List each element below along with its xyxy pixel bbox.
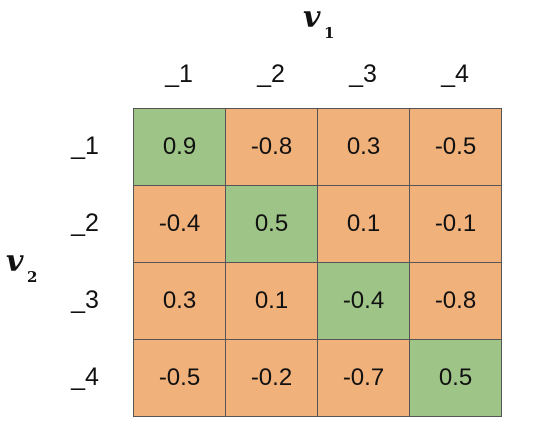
cell: 0.1 [225,262,318,340]
column-header: _1 [165,60,193,88]
row-symbol: v [6,244,24,279]
cell: -0.5 [133,339,226,417]
cell: 0.5 [409,339,502,417]
cell: -0.2 [225,339,318,417]
row-header: _4 [71,363,99,391]
column-header: _2 [257,60,285,88]
cell: -0.8 [225,108,318,186]
row-header: _3 [71,286,99,314]
row-header: _2 [71,209,99,237]
cell: 0.9 [133,108,226,186]
cell: 0.3 [317,108,410,186]
cell: 0.5 [225,185,318,263]
cell: 0.3 [133,262,226,340]
column-subscript: 1 [324,24,335,42]
cell: -0.1 [409,185,502,263]
cell: -0.8 [409,262,502,340]
column-header: _4 [441,60,469,88]
cell: -0.7 [317,339,410,417]
cell: -0.5 [409,108,502,186]
cell: -0.4 [133,185,226,263]
cell: -0.4 [317,262,410,340]
row-subscript: 2 [27,268,38,286]
row-header: _1 [71,132,99,160]
cell: 0.1 [317,185,410,263]
column-header: _3 [349,60,377,88]
column-symbol: v [303,0,321,35]
